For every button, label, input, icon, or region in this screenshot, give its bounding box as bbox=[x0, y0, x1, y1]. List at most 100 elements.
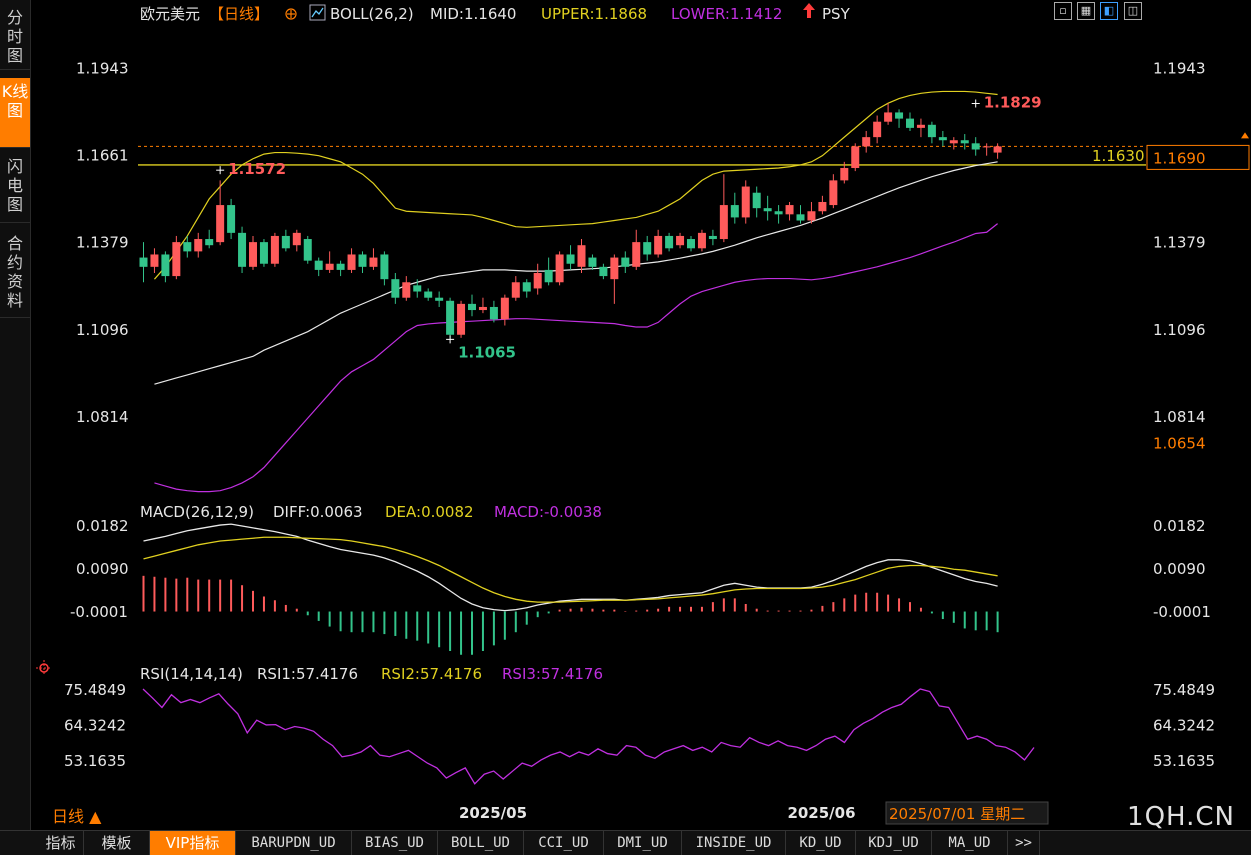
candle-body bbox=[238, 232, 247, 267]
tab-boll[interactable]: BOLL_UD bbox=[438, 831, 524, 855]
level-price-label: 1.1630 bbox=[1092, 147, 1145, 165]
candle-body bbox=[632, 242, 641, 267]
extreme-label: 1.1065 bbox=[458, 343, 516, 361]
tab-kd[interactable]: KD_UD bbox=[786, 831, 856, 855]
candle-body bbox=[281, 235, 290, 249]
sidebar-item-contract-info[interactable]: 合约资料 bbox=[0, 230, 30, 318]
rsi-settings-icon[interactable] bbox=[36, 660, 52, 676]
layout-single-icon[interactable]: ▫ bbox=[1054, 2, 1072, 20]
macd-value: MACD:-0.0038 bbox=[494, 503, 602, 521]
candle-body bbox=[358, 254, 367, 267]
candle-body bbox=[785, 205, 794, 215]
macd-tick-left: -0.0001 bbox=[70, 603, 128, 621]
candle-body bbox=[610, 257, 619, 280]
rsi-tick-right: 53.1635 bbox=[1153, 752, 1215, 770]
candle-body bbox=[971, 143, 980, 150]
candle-body bbox=[457, 303, 466, 335]
candle-body bbox=[643, 242, 652, 255]
candle-body bbox=[566, 254, 575, 264]
sidebar-item-kline[interactable]: K线图 bbox=[0, 78, 30, 148]
boll-mid-line bbox=[154, 161, 998, 385]
layout-split-icon[interactable]: ◧ bbox=[1100, 2, 1118, 20]
price-up-marker bbox=[1241, 132, 1249, 139]
chart-canvas[interactable]: 欧元美元 【日线】 BOLL(26,2) MID:1.1640 UPPER:1.… bbox=[31, 0, 1251, 830]
period-footer-label[interactable]: 日线 ▲ bbox=[52, 807, 102, 826]
candle-body bbox=[544, 269, 553, 283]
price-tick-right: 1.1379 bbox=[1153, 233, 1206, 251]
rsi-line bbox=[142, 688, 1035, 785]
macd-name: MACD(26,12,9) bbox=[140, 503, 254, 521]
candle-body bbox=[708, 235, 717, 240]
candle-body bbox=[895, 112, 904, 119]
candle-body bbox=[752, 192, 761, 209]
macd-diff-line bbox=[143, 523, 998, 612]
tab-dmi[interactable]: DMI_UD bbox=[604, 831, 682, 855]
candle-body bbox=[851, 146, 860, 169]
tab-kdj[interactable]: KDJ_UD bbox=[856, 831, 932, 855]
candle-body bbox=[292, 232, 301, 246]
boll-upper-line bbox=[154, 90, 998, 280]
price-tick-left: 1.1379 bbox=[76, 233, 129, 251]
indicator-chart-icon[interactable] bbox=[309, 4, 326, 21]
tab-vip-indicators[interactable]: VIP指标 bbox=[150, 831, 236, 855]
candle-body bbox=[216, 205, 225, 243]
boll-mid: MID:1.1640 bbox=[430, 5, 516, 23]
candle-body bbox=[982, 146, 991, 148]
candle-body bbox=[588, 257, 597, 267]
tab-inside[interactable]: INSIDE_UD bbox=[682, 831, 786, 855]
tab-more[interactable]: >> bbox=[1008, 831, 1040, 855]
candle-body bbox=[522, 282, 531, 292]
x-axis-label: 2025/05 bbox=[459, 804, 527, 822]
candle-body bbox=[314, 260, 323, 270]
candle-body bbox=[927, 124, 936, 138]
macd-diff: DIFF:0.0063 bbox=[273, 503, 363, 521]
tab-ma[interactable]: MA_UD bbox=[932, 831, 1008, 855]
candle-body bbox=[577, 245, 586, 267]
candle-body bbox=[818, 201, 827, 212]
candle-body bbox=[829, 180, 838, 206]
candle-body bbox=[347, 254, 356, 270]
symbol-title: 欧元美元 bbox=[140, 5, 200, 23]
rsi-tick-left: 64.3242 bbox=[64, 717, 126, 735]
candle-body bbox=[741, 186, 750, 218]
candle-body bbox=[391, 279, 400, 298]
candle-body bbox=[205, 239, 214, 246]
psy-label[interactable]: PSY bbox=[822, 5, 851, 23]
tab-barupdn[interactable]: BARUPDN_UD bbox=[236, 831, 352, 855]
indicator-tab-bar: 指标 模板 VIP指标 BARUPDN_UD BIAS_UD BOLL_UD C… bbox=[0, 830, 1251, 855]
rsi-tick-right: 75.4849 bbox=[1153, 681, 1215, 699]
candle-body bbox=[533, 272, 542, 289]
tab-templates[interactable]: 模板 bbox=[84, 831, 150, 855]
price-tick-left: 1.1943 bbox=[76, 59, 129, 77]
candle-body bbox=[916, 124, 925, 128]
candle-body bbox=[796, 214, 805, 221]
sidebar-item-lightning[interactable]: 闪电图 bbox=[0, 153, 30, 223]
candle-body bbox=[249, 242, 257, 267]
layout-grid-icon[interactable]: ▦ bbox=[1077, 2, 1095, 20]
layout-full-icon[interactable]: ◫ bbox=[1124, 2, 1142, 20]
candle-body bbox=[468, 303, 476, 311]
boll-upper: UPPER:1.1868 bbox=[541, 5, 647, 23]
rsi2-value: RSI2:57.4176 bbox=[381, 665, 482, 683]
rsi-name: RSI(14,14,14) bbox=[140, 665, 243, 683]
tab-bias[interactable]: BIAS_UD bbox=[352, 831, 438, 855]
watermark: 1QH.CN bbox=[1127, 802, 1235, 832]
sidebar-item-timeshare[interactable]: 分时图 bbox=[0, 4, 30, 70]
tab-cci[interactable]: CCI_UD bbox=[524, 831, 604, 855]
candle-body bbox=[424, 291, 433, 298]
tab-indicators[interactable]: 指标 bbox=[38, 831, 84, 855]
candle-body bbox=[665, 235, 674, 249]
arrow-up-icon[interactable] bbox=[803, 3, 815, 18]
period-label: 【日线】 bbox=[209, 5, 269, 23]
candle-body bbox=[402, 282, 411, 298]
candle-body bbox=[369, 257, 378, 267]
candle-body bbox=[949, 140, 958, 144]
add-indicator-icon[interactable] bbox=[285, 8, 297, 20]
candle-body bbox=[676, 235, 685, 246]
extreme-label: 1.1572 bbox=[228, 160, 286, 178]
macd-dea-line bbox=[143, 536, 998, 603]
macd-tick-left: 0.0090 bbox=[76, 560, 129, 578]
candle-body bbox=[194, 239, 203, 252]
price-tick-left: 1.1096 bbox=[76, 321, 129, 339]
candle-body bbox=[862, 137, 871, 147]
